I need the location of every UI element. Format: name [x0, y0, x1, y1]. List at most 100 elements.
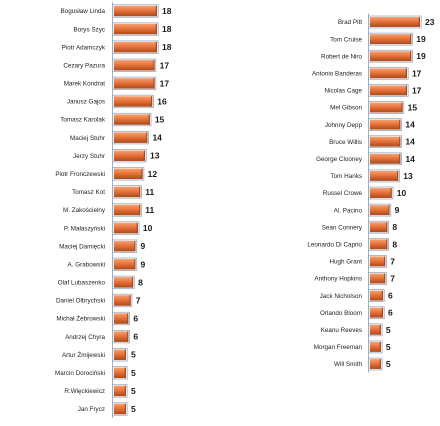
- bar-row: Orlando Bloom 6: [320, 306, 393, 320]
- category-label: Tom Cruise: [330, 36, 362, 43]
- bar-row: Cezary Pazura 17: [63, 58, 169, 72]
- value-label: 7: [390, 256, 395, 266]
- bar-end-cap: [146, 132, 148, 143]
- bar-row: Artur Żmijewski 5: [62, 348, 136, 362]
- value-label: 13: [403, 171, 413, 181]
- bar: [114, 331, 129, 342]
- bar-row: Russel Crowe 10: [323, 186, 406, 200]
- bar: [114, 222, 138, 234]
- bar: [370, 273, 386, 284]
- bar-end-cap: [151, 96, 153, 107]
- bar: [114, 313, 129, 324]
- bar-row: Daniel Olbrychski 7: [56, 293, 141, 308]
- category-label: Tomasz Kot: [72, 189, 105, 196]
- bar: [114, 41, 157, 53]
- bar: [114, 114, 150, 125]
- value-label: 18: [162, 24, 172, 34]
- bar: [370, 256, 386, 267]
- category-label: Mel Gibson: [330, 105, 362, 112]
- value-label: 5: [131, 386, 136, 396]
- bar: [370, 85, 407, 96]
- category-label: Marek Kondrat: [64, 81, 106, 88]
- bar-row: Maciej Stuhr 14: [70, 130, 162, 145]
- category-label: Anthony Hopkins: [314, 276, 362, 283]
- bar-end-cap: [410, 34, 412, 45]
- bar-row: Olaf Lubaszenko 8: [58, 275, 143, 290]
- bar: [114, 204, 141, 216]
- bar: [114, 60, 155, 71]
- bar: [114, 5, 157, 17]
- bar-end-cap: [379, 324, 381, 335]
- bar-row: Bruce Willis 14: [329, 135, 415, 149]
- category-label: Tom Hanks: [331, 173, 363, 180]
- bar-end-cap: [129, 295, 131, 306]
- bar-row: R.Więckiewicz 5: [64, 384, 136, 398]
- value-label: 8: [392, 222, 397, 232]
- bar-end-cap: [155, 23, 157, 35]
- bar: [114, 349, 126, 360]
- bar-row: P. Małaszyński 10: [64, 221, 153, 235]
- bar: [370, 136, 401, 147]
- bar-end-cap: [401, 102, 403, 113]
- category-label: Maciej Stuhr: [70, 135, 105, 142]
- category-label: Artur Żmijewski: [62, 350, 105, 359]
- category-label: Brad Pitt: [338, 19, 362, 26]
- bar-row: Piotr Adamczyk 18: [62, 40, 172, 54]
- value-label: 5: [386, 342, 391, 352]
- bar: [370, 119, 401, 130]
- bar-end-cap: [399, 119, 401, 130]
- bar-row: Piotr Fronczewski 12: [55, 167, 157, 181]
- bar-end-cap: [388, 205, 390, 216]
- bar-end-cap: [136, 222, 138, 234]
- bar-end-cap: [127, 331, 129, 342]
- bar-end-cap: [418, 17, 420, 27]
- bar: [370, 307, 384, 318]
- bar: [370, 17, 420, 27]
- bar-row: Andrzej Chyra 6: [65, 329, 138, 344]
- value-label: 5: [386, 325, 391, 335]
- value-label: 15: [408, 103, 418, 113]
- category-label: Daniel Olbrychski: [56, 298, 105, 305]
- bar-end-cap: [134, 259, 136, 270]
- bar-row: Morgan Freeman 5: [314, 340, 391, 354]
- value-label: 7: [390, 274, 395, 284]
- bar: [114, 96, 153, 107]
- value-label: 8: [138, 277, 143, 287]
- value-label: 18: [162, 42, 172, 52]
- category-label: Piotr Fronczewski: [55, 171, 105, 178]
- bar: [370, 68, 407, 79]
- category-label: Morgan Freeman: [314, 344, 363, 351]
- bar-row: M. Zakościelny 11: [63, 203, 155, 217]
- value-label: 10: [143, 223, 153, 233]
- bar-row: Antonio Banderas 17: [312, 66, 422, 80]
- bar-end-cap: [131, 277, 134, 288]
- bar: [114, 295, 131, 306]
- bar-row: Sean Connery 8: [322, 220, 397, 234]
- bar-end-cap: [153, 78, 155, 89]
- bar-end-cap: [143, 150, 146, 161]
- bar-row: Michał Żebrowski 6: [56, 311, 138, 326]
- value-label: 23: [425, 17, 435, 27]
- value-label: 13: [150, 151, 160, 161]
- bar-end-cap: [399, 136, 401, 147]
- category-label: Jack Nicholson: [320, 293, 363, 300]
- category-label: Piotr Adamczyk: [62, 44, 106, 51]
- bar: [114, 385, 126, 397]
- value-label: 5: [386, 359, 391, 369]
- bar-row: Will Smith 5: [334, 357, 391, 371]
- bar-end-cap: [390, 188, 392, 198]
- bar-row: Leonardo Di Caprio 8: [307, 237, 397, 251]
- category-label: Keanu Reeves: [321, 327, 362, 334]
- bar-row: Jack Nicholson 6: [320, 289, 393, 302]
- bar-row: Jan Frycz 5: [78, 402, 136, 416]
- value-label: 19: [416, 34, 426, 44]
- value-label: 9: [395, 205, 400, 215]
- category-label: Sean Connery: [322, 224, 363, 231]
- bar: [114, 277, 134, 288]
- bar-row: Jerzy Stuhr 13: [73, 149, 160, 163]
- value-label: 5: [131, 350, 136, 360]
- bar-end-cap: [386, 239, 388, 250]
- category-label: Will Smith: [334, 361, 362, 368]
- bar-end-cap: [139, 204, 141, 216]
- bar: [114, 240, 136, 252]
